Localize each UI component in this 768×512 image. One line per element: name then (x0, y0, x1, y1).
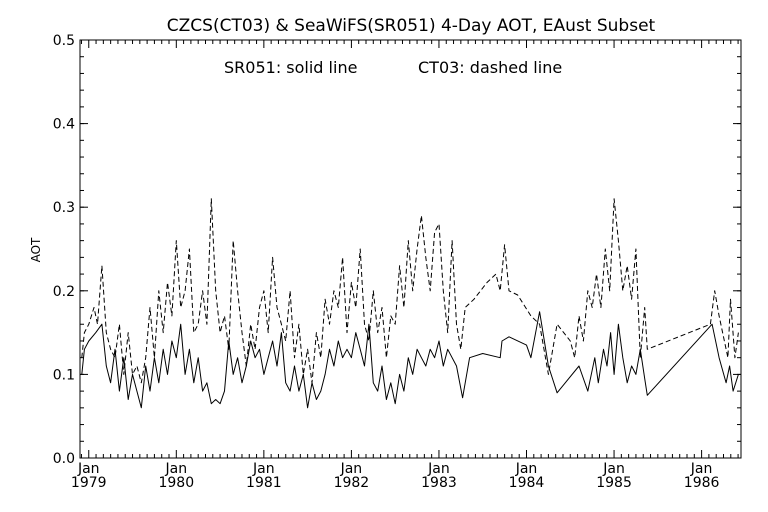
series-layer (81, 198, 739, 409)
x-tick-label-year: 1983 (421, 475, 457, 491)
legend-dashed-line-note: CT03: dashed line (418, 58, 562, 77)
y-tick-label: 0.5 (53, 33, 75, 49)
y-tick-label: 0.3 (53, 200, 75, 216)
x-tick-label-month: Jan (340, 461, 363, 477)
x-tick-label-month: Jan (602, 461, 625, 477)
y-tick-label: 0.2 (53, 284, 75, 300)
x-tick-label-year: 1985 (596, 475, 632, 491)
y-axis-label: AOT (29, 237, 43, 262)
x-tick-label-month: Jan (515, 461, 538, 477)
axes-layer: 0.00.10.20.30.40.5Jan1979Jan1980Jan1981J… (53, 33, 741, 491)
x-tick-label-year: 1982 (334, 475, 370, 491)
x-tick-label-year: 1979 (71, 475, 107, 491)
series-line-sr051 (81, 311, 739, 409)
chart-title: CZCS(CT03) & SeaWiFS(SR051) 4-Day AOT, E… (167, 16, 656, 36)
x-tick-label-month: Jan (427, 461, 450, 477)
y-tick-label: 0.0 (53, 451, 75, 467)
plot-frame (79, 39, 742, 459)
x-tick-label-month: Jan (690, 461, 713, 477)
y-tick-label: 0.1 (53, 367, 75, 383)
legend-solid-line-note: SR051: solid line (224, 58, 357, 77)
x-tick-label-year: 1986 (684, 475, 720, 491)
x-tick-label-month: Jan (165, 461, 188, 477)
x-tick-label-year: 1980 (158, 475, 194, 491)
x-tick-label-year: 1984 (509, 475, 545, 491)
series-line-ct03 (81, 198, 739, 384)
x-tick-label-month: Jan (77, 461, 100, 477)
x-tick-label-year: 1981 (246, 475, 282, 491)
y-tick-label: 0.4 (53, 117, 75, 133)
x-tick-label-month: Jan (252, 461, 275, 477)
